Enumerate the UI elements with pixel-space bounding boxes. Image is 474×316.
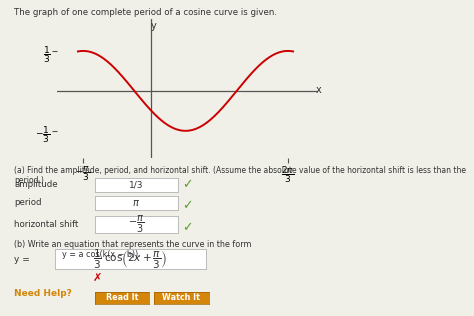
Text: $\pi$: $\pi$ [132, 198, 140, 208]
Text: $\dfrac{1}{3}\ \cos\!\left(2x + \dfrac{\pi}{3}\right)$: $\dfrac{1}{3}\ \cos\!\left(2x + \dfrac{\… [93, 247, 167, 271]
Text: amplitude: amplitude [14, 180, 58, 189]
Text: period: period [14, 198, 42, 207]
Text: y: y [151, 21, 157, 31]
Text: (a) Find the amplitude, period, and horizontal shift. (Assume the absolute value: (a) Find the amplitude, period, and hori… [14, 166, 466, 185]
Text: (b) Write an equation that represents the curve in the form: (b) Write an equation that represents th… [14, 240, 252, 249]
Text: y = a cos(k(x − b)).: y = a cos(k(x − b)). [62, 250, 140, 258]
Text: ✓: ✓ [182, 178, 193, 191]
Text: horizontal shift: horizontal shift [14, 220, 79, 229]
Text: $-\dfrac{\pi}{3}$: $-\dfrac{\pi}{3}$ [128, 214, 145, 235]
Text: y =: y = [14, 255, 30, 264]
Text: ✓: ✓ [182, 199, 193, 213]
Text: ✗: ✗ [92, 273, 102, 283]
Text: Read It: Read It [106, 294, 138, 302]
Text: The graph of one complete period of a cosine curve is given.: The graph of one complete period of a co… [14, 8, 277, 17]
Text: 1/3: 1/3 [129, 180, 144, 189]
Text: Need Help?: Need Help? [14, 289, 72, 298]
Text: ✓: ✓ [182, 222, 193, 235]
Text: x: x [316, 85, 321, 95]
Text: Watch It: Watch It [163, 294, 200, 302]
